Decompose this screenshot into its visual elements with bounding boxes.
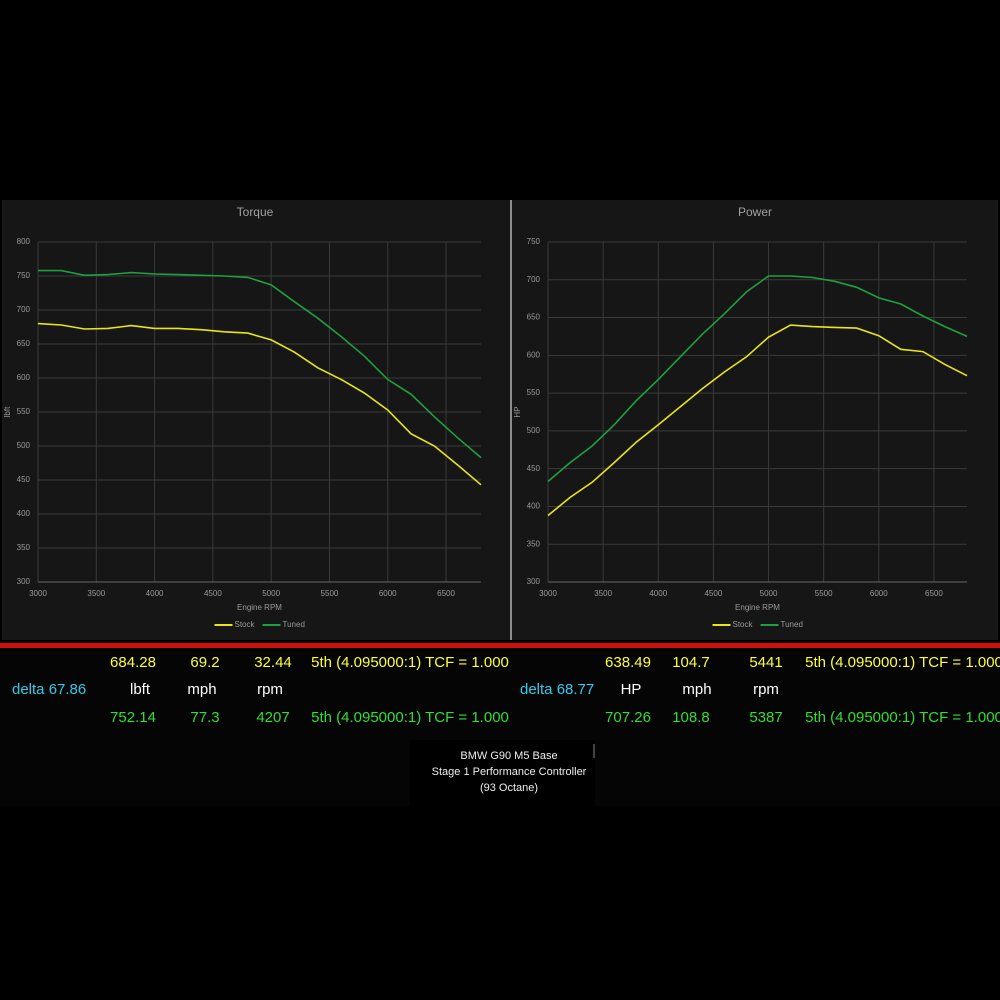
x-tick-label: 4000 [146,589,164,598]
y-tick-label: 550 [527,388,541,397]
x-tick-label: 6000 [870,589,888,598]
y-tick-label: 300 [527,577,541,586]
stock-value: 104.7 [672,654,710,671]
unit-label: mph [682,681,711,698]
stock-value: 638.49 [605,654,651,671]
x-tick-label: 4500 [204,589,222,598]
unit-label: HP [621,681,642,698]
y-tick-label: 350 [17,543,31,552]
chart-title: Power [738,205,772,219]
legend-label: Stock [733,620,754,629]
y-tick-label: 350 [527,539,541,548]
y-tick-label: 550 [17,407,31,416]
caption-line: (93 Octane) [480,782,538,794]
y-tick-label: 650 [527,313,541,322]
tuned-value: 77.3 [190,709,219,726]
caption-line: BMW G90 M5 Base [460,750,557,762]
stock-value: 684.28 [110,654,156,671]
delta-value: delta 68.77 [520,681,594,698]
x-tick-label: 6500 [925,589,943,598]
panel [2,200,510,640]
tuned-value: 752.14 [110,709,156,726]
series-line [38,269,482,459]
x-tick-label: 3000 [539,589,557,598]
x-axis-label: Engine RPM [237,603,282,612]
y-tick-label: 750 [527,237,541,246]
x-tick-label: 6500 [437,589,455,598]
tuned-value: 5387 [749,709,782,726]
caption-line: Stage 1 Performance Controller [432,766,587,778]
x-tick-label: 5000 [262,589,280,598]
caption-box [410,740,595,806]
x-tick-label: 4500 [704,589,722,598]
panel [512,200,998,640]
legend-label: Stock [235,620,256,629]
y-tick-label: 600 [17,373,31,382]
tuned-value: 4207 [256,709,289,726]
y-tick-label: 300 [17,577,31,586]
y-tick-label: 750 [17,271,31,280]
unit-label: lbft [130,681,151,698]
y-axis-label: HP [513,406,522,417]
y-axis-label: lbft [3,406,12,417]
stock-value: 5th (4.095000:1) TCF = 1.000 [805,654,1000,671]
chart-title: Torque [237,205,274,219]
y-tick-label: 500 [527,426,541,435]
x-tick-label: 5500 [815,589,833,598]
y-tick-label: 600 [527,350,541,359]
x-tick-label: 5500 [321,589,339,598]
x-tick-label: 3500 [87,589,105,598]
x-tick-label: 5000 [760,589,778,598]
red-rule [0,643,1000,648]
y-tick-label: 450 [527,464,541,473]
series-line [547,324,968,517]
series-line [547,275,968,483]
series-line [37,322,482,486]
tuned-value: 108.8 [672,709,710,726]
unit-label: mph [187,681,216,698]
tuned-value: 5th (4.095000:1) TCF = 1.000 [805,709,1000,726]
stock-value: 32.44 [254,654,292,671]
y-tick-label: 700 [17,305,31,314]
x-tick-label: 3000 [29,589,47,598]
y-tick-label: 500 [17,441,31,450]
stock-value: 5th (4.095000:1) TCF = 1.000 [311,654,509,671]
x-tick-label: 3500 [594,589,612,598]
y-tick-label: 650 [17,339,31,348]
y-tick-label: 800 [17,237,31,246]
stock-value: 5441 [749,654,782,671]
y-tick-label: 400 [17,509,31,518]
unit-label: rpm [753,681,779,698]
stock-value: 69.2 [190,654,219,671]
tuned-value: 707.26 [605,709,651,726]
x-tick-label: 6000 [379,589,397,598]
x-axis-label: Engine RPM [735,603,780,612]
legend-label: Tuned [283,620,305,629]
tuned-value: 5th (4.095000:1) TCF = 1.000 [311,709,509,726]
y-tick-label: 700 [527,275,541,284]
unit-label: rpm [257,681,283,698]
x-tick-label: 4000 [649,589,667,598]
delta-value: delta 67.86 [12,681,86,698]
legend-label: Tuned [781,620,803,629]
y-tick-label: 450 [17,475,31,484]
y-tick-label: 400 [527,502,541,511]
